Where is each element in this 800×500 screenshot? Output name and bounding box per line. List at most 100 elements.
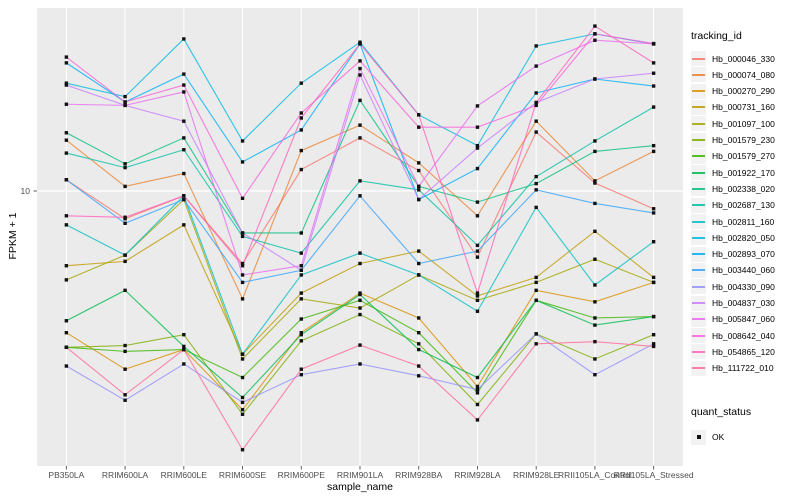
data-point — [182, 90, 186, 94]
data-point — [240, 407, 245, 412]
data-point — [299, 148, 303, 153]
data-point — [593, 38, 597, 42]
data-point — [182, 344, 186, 349]
legend-item-Hb_001579_270: Hb_001579_270 — [691, 148, 775, 164]
legend-label: Hb_001579_230 — [712, 135, 775, 145]
legend-key-line-icon — [691, 246, 706, 262]
legend-item-Hb_008642_040: Hb_008642_040 — [691, 328, 775, 344]
data-point — [593, 149, 597, 154]
data-point — [299, 367, 303, 371]
legend-key-line-icon — [691, 51, 706, 66]
data-point — [123, 215, 127, 219]
legend-key-color-line — [692, 302, 705, 304]
data-point — [182, 148, 186, 152]
data-point — [417, 161, 421, 165]
data-point — [240, 196, 245, 200]
data-point — [240, 261, 245, 266]
data-point — [475, 418, 480, 422]
legend-key-color-line — [692, 187, 705, 190]
data-point — [358, 136, 362, 140]
data-point — [475, 391, 480, 395]
x-tick-label-RRIM901LA: RRIM901LA — [336, 470, 384, 480]
legend-key-color-line — [692, 285, 705, 288]
data-point — [593, 323, 597, 327]
data-point — [475, 200, 480, 204]
data-point — [64, 81, 69, 85]
data-point — [358, 312, 362, 317]
data-point — [240, 297, 245, 301]
data-point — [651, 143, 656, 148]
data-point — [417, 249, 421, 253]
data-point — [182, 194, 186, 198]
data-point — [475, 298, 480, 303]
data-point — [358, 42, 362, 46]
data-point — [240, 412, 245, 416]
legend-key-color-line — [692, 155, 705, 158]
data-point — [182, 347, 186, 352]
data-point — [240, 139, 245, 143]
x-tick-label-RRIM600LE: RRIM600LE — [160, 470, 207, 480]
data-point — [475, 243, 480, 248]
legend-item-Hb_001097_100: Hb_001097_100 — [691, 116, 775, 132]
data-point — [534, 275, 538, 280]
data-point — [182, 362, 186, 366]
data-point — [593, 179, 597, 183]
data-point — [240, 273, 245, 277]
data-point — [651, 149, 656, 154]
data-point — [651, 71, 656, 75]
data-point — [240, 352, 245, 356]
data-point — [358, 343, 362, 347]
legend-key-line-icon — [691, 328, 706, 344]
data-point — [534, 342, 538, 346]
legend-key-line-icon — [691, 295, 706, 311]
data-point — [651, 332, 656, 337]
data-point — [299, 317, 303, 321]
x-axis-title: sample_name — [327, 481, 393, 493]
legend-key-line-icon — [691, 230, 706, 246]
data-point — [417, 331, 421, 335]
point-marker-icon — [696, 435, 701, 439]
data-point — [358, 73, 362, 77]
data-point — [123, 165, 127, 170]
data-point — [299, 332, 303, 337]
legend-title-tracking-id: tracking_id — [691, 30, 742, 42]
legend-item-Hb_000074_080: Hb_000074_080 — [691, 67, 775, 83]
data-point — [123, 103, 127, 108]
data-point — [475, 104, 480, 108]
data-point — [64, 223, 69, 227]
data-point — [299, 251, 303, 255]
data-point — [475, 214, 480, 218]
data-point — [240, 231, 245, 235]
legend-key-color-line — [692, 350, 705, 353]
legend-item-Hb_004837_030: Hb_004837_030 — [691, 295, 775, 311]
legend-key-color-line — [692, 318, 705, 321]
x-tick-label-RRIM928LA: RRIM928LA — [454, 470, 501, 480]
data-point — [240, 264, 245, 268]
legend-item-Hb_001579_230: Hb_001579_230 — [691, 132, 775, 148]
legend-key-color-line — [692, 57, 705, 60]
y-axis-title: FPKM + 1 — [7, 212, 19, 260]
data-point — [651, 314, 656, 319]
data-point — [534, 181, 538, 186]
legend-label: Hb_054865_120 — [712, 346, 775, 357]
legend-label: Hb_005847_060 — [712, 314, 775, 325]
data-point — [475, 387, 480, 392]
data-point — [417, 347, 421, 352]
legend-key-line-icon — [691, 311, 706, 327]
data-point — [64, 214, 69, 218]
data-point — [475, 402, 480, 407]
legend-item-Hb_002811_160: Hb_002811_160 — [691, 214, 774, 230]
data-point — [593, 24, 597, 28]
data-point — [593, 339, 597, 344]
data-point — [593, 139, 597, 143]
data-point — [123, 94, 127, 99]
data-point — [651, 342, 656, 346]
data-point — [534, 205, 538, 210]
data-point — [475, 309, 480, 313]
data-point — [534, 100, 538, 105]
legend-label-quant-ok: OK — [712, 432, 725, 442]
data-point — [299, 339, 303, 343]
data-point — [299, 331, 303, 335]
x-tick-label-RRIM600LA: RRIM600LA — [101, 470, 149, 480]
data-point — [651, 61, 656, 65]
